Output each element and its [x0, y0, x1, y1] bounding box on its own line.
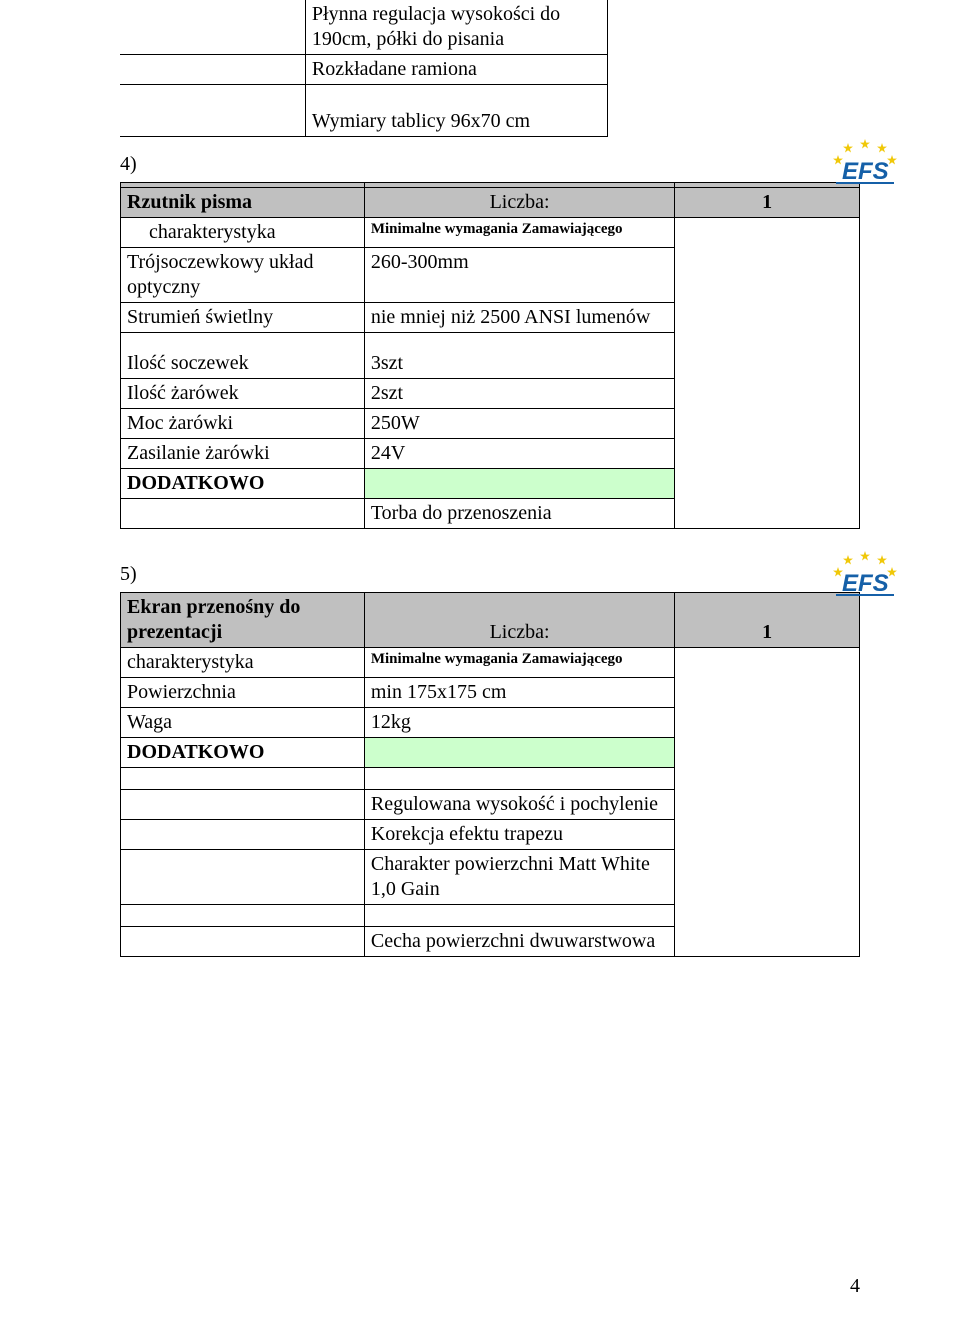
sec5-dodatkowo: DODATKOWO	[121, 737, 365, 767]
sec4-extra: Torba do przenoszenia	[364, 498, 674, 528]
sec5-gap2-l	[121, 904, 365, 926]
section-5-table: Ekran przenośny do prezentacji Liczba: 1…	[120, 592, 860, 957]
sec4-dodatkowo: DODATKOWO	[121, 468, 365, 498]
intro-empty-3	[120, 107, 305, 137]
svg-text:EFS: EFS	[842, 158, 889, 185]
sec5-gap2-r	[364, 904, 674, 926]
section-4-table: Rzutnik pisma Liczba: 1 charakterystyka …	[120, 182, 860, 529]
sec5-r1-r: 12kg	[364, 707, 674, 737]
sec4-dodatkowo-blank	[364, 468, 674, 498]
sec4-right-blank	[675, 217, 860, 528]
sec5-e3-blank	[121, 926, 365, 956]
section-5-number: 5)	[120, 563, 860, 586]
sec5-r0-r: min 175x175 cm	[364, 677, 674, 707]
sec4-min-req: Minimalne wymagania Zamawiającego	[364, 217, 674, 247]
sec5-gap-l	[121, 767, 365, 789]
intro-r2: Rozkładane ramiona	[305, 55, 608, 85]
sec4-char-lbl: charakterystyka	[121, 217, 365, 247]
intro-gap-l	[120, 85, 305, 107]
sec5-right-blank	[675, 647, 860, 956]
sec4-r0-r: 260-300mm	[364, 247, 674, 302]
sec4-r2-r: 3szt	[364, 332, 674, 378]
sec5-e1-blank	[121, 819, 365, 849]
page-number: 4	[850, 1275, 860, 1298]
sec5-e2: Charakter powierzchni Matt White 1,0 Gai…	[364, 849, 674, 904]
sec5-e0-blank	[121, 789, 365, 819]
sec5-e2-blank	[121, 849, 365, 904]
sec5-dodatkowo-blank	[364, 737, 674, 767]
svg-text:EFS: EFS	[842, 570, 889, 597]
sec5-title: Ekran przenośny do prezentacji	[121, 592, 365, 647]
sec5-e1: Korekcja efektu trapezu	[364, 819, 674, 849]
sec4-r0-l: Trójsoczewkowy układ optyczny	[121, 247, 365, 302]
sec4-liczba-lbl: Liczba:	[364, 187, 674, 217]
sec5-e3: Cecha powierzchni dwuwarstwowa	[364, 926, 674, 956]
sec4-title: Rzutnik pisma	[121, 187, 365, 217]
intro-r3: Wymiary tablicy 96x70 cm	[305, 107, 608, 137]
sec5-liczba-lbl: Liczba:	[364, 592, 674, 647]
sec4-r5-l: Zasilanie żarówki	[121, 438, 365, 468]
intro-empty-1	[120, 0, 305, 55]
sec4-r4-r: 250W	[364, 408, 674, 438]
sec5-gap-r	[364, 767, 674, 789]
efs-logo-1: EFS	[830, 137, 900, 187]
sec5-qty: 1	[675, 592, 860, 647]
sec4-r4-l: Moc żarówki	[121, 408, 365, 438]
sec4-r1-r: nie mniej niż 2500 ANSI lumenów	[364, 302, 674, 332]
sec4-r3-l: Ilość żarówek	[121, 378, 365, 408]
intro-table: Płynna regulacja wysokości do 190cm, pół…	[120, 0, 608, 137]
sec5-e0: Regulowana wysokość i pochylenie	[364, 789, 674, 819]
sec5-min-req: Minimalne wymagania Zamawiającego	[364, 647, 674, 677]
sec5-r0-l: Powierzchnia	[121, 677, 365, 707]
section-4-number: 4)	[120, 153, 860, 176]
sec4-r3-r: 2szt	[364, 378, 674, 408]
sec5-char-lbl: charakterystyka	[121, 647, 365, 677]
sec4-r1-l: Strumień świetlny	[121, 302, 365, 332]
sec4-qty: 1	[675, 187, 860, 217]
sec5-r1-l: Waga	[121, 707, 365, 737]
efs-logo-2: EFS	[830, 549, 900, 599]
sec4-r5-r: 24V	[364, 438, 674, 468]
intro-empty-2	[120, 55, 305, 85]
intro-r1: Płynna regulacja wysokości do 190cm, pół…	[305, 0, 608, 55]
sec4-r2-l: Ilość soczewek	[121, 332, 365, 378]
sec4-extra-blank	[121, 498, 365, 528]
intro-gap-r	[305, 85, 608, 107]
